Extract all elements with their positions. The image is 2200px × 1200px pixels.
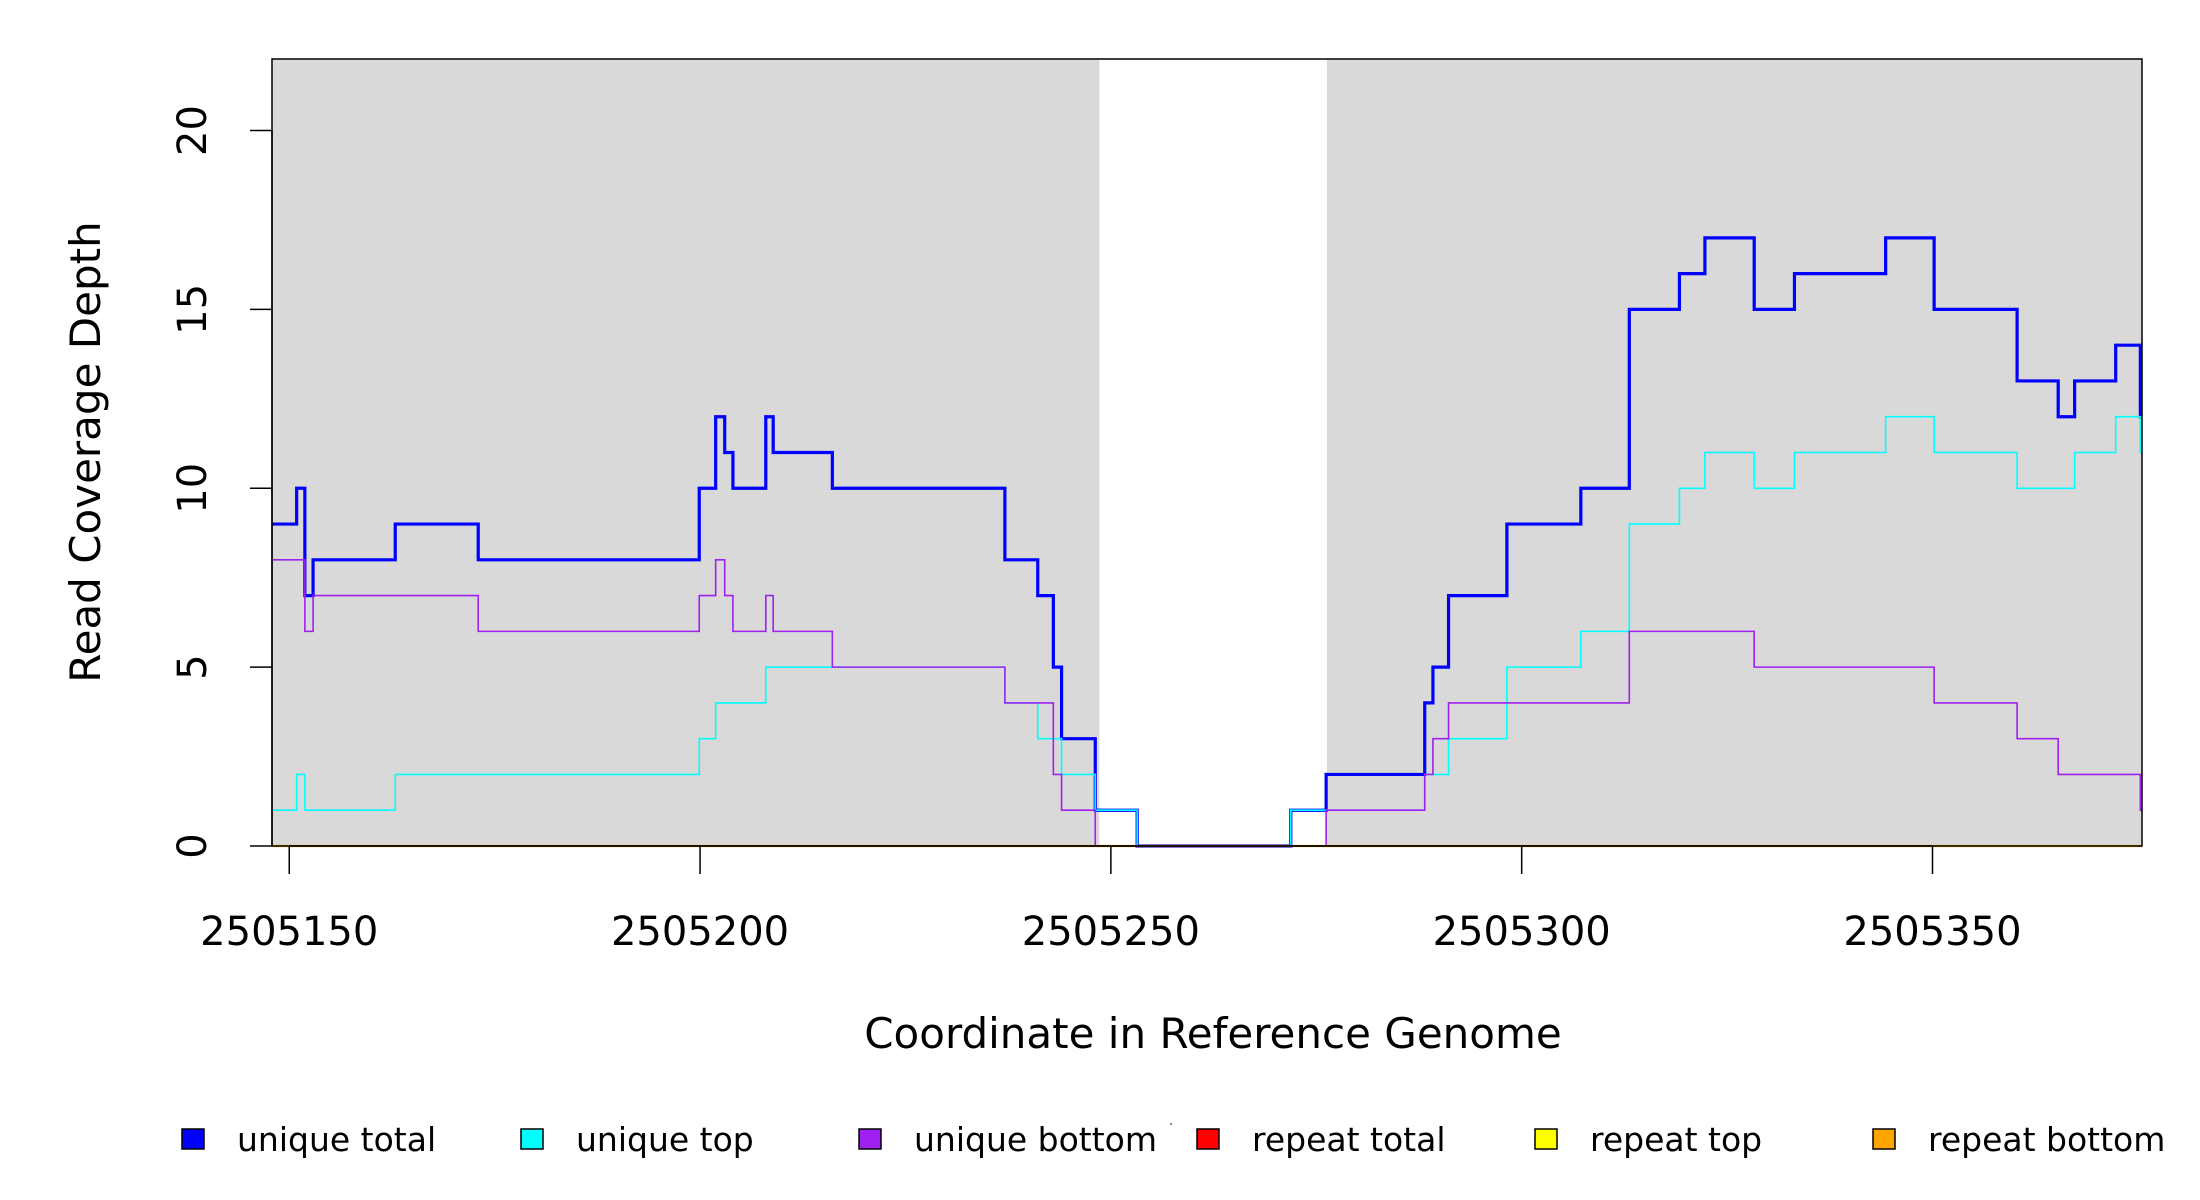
y-tick-label: 5 <box>170 654 216 679</box>
legend-swatch <box>520 1128 544 1150</box>
shaded-region <box>272 59 1100 846</box>
x-tick-label: 2505250 <box>1022 909 1200 955</box>
legend-label: unique top <box>576 1120 754 1159</box>
x-tick-label: 2505300 <box>1433 909 1611 955</box>
y-tick-label: 0 <box>170 833 216 858</box>
legend-label: unique bottom <box>914 1120 1157 1159</box>
y-tick-label: 20 <box>170 105 216 156</box>
legend-label: repeat bottom <box>1928 1120 2165 1159</box>
legend-swatch <box>181 1128 205 1150</box>
x-tick-label: 2505150 <box>200 909 378 955</box>
series-line-unique-top <box>272 415 2142 847</box>
y-axis: 0 5 10 15 20 <box>170 105 273 859</box>
legend-swatch <box>1534 1128 1558 1150</box>
y-tick-label: 15 <box>170 284 216 335</box>
x-axis: 2505150 2505200 2505250 2505300 2505350 <box>200 845 2022 955</box>
x-tick-label: 2505350 <box>1843 909 2021 955</box>
stray-mark <box>1170 1123 1172 1125</box>
legend-swatch <box>1196 1128 1220 1150</box>
legend-swatch <box>858 1128 882 1150</box>
x-axis-title: Coordinate in Reference Genome <box>864 1009 1562 1058</box>
x-tick-label: 2505200 <box>611 909 789 955</box>
legend-label: repeat total <box>1252 1120 1446 1159</box>
legend-label: repeat top <box>1590 1120 1762 1159</box>
y-axis-title: Read Coverage Depth <box>61 221 110 682</box>
legend-swatch <box>1872 1128 1896 1150</box>
series-line-unique-bottom <box>272 559 2142 847</box>
legend: unique total unique top unique bottom repea… <box>181 1120 2165 1159</box>
legend-label: unique total <box>237 1120 436 1159</box>
y-tick-label: 10 <box>170 463 216 514</box>
